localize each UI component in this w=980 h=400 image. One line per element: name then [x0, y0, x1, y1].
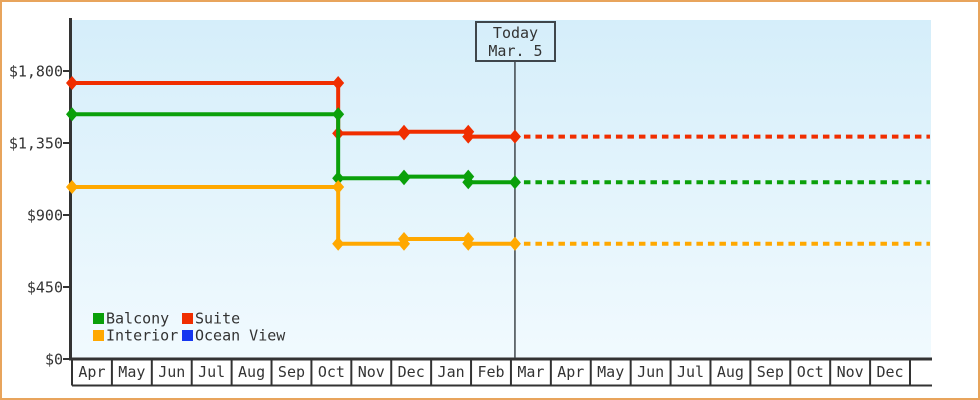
month-label: May [597, 363, 624, 381]
month-label: Apr [557, 363, 584, 381]
y-tick-label: $1,350 [9, 134, 63, 152]
y-tick-label: $450 [27, 278, 63, 296]
series-marker-suite [398, 124, 411, 139]
month-label: Mar [517, 363, 544, 381]
series-marker-balcony [66, 107, 78, 122]
y-tick-label: $900 [27, 206, 63, 224]
month-label: Nov [358, 363, 385, 381]
series-marker-suite [66, 76, 78, 90]
plot-area [72, 20, 931, 359]
month-label: Dec [398, 363, 425, 381]
legend-label-suite: Suite [195, 310, 240, 328]
y-tick-label: $0 [45, 350, 63, 368]
today-date-label: Mar. 5 [488, 42, 543, 60]
legend-swatch-interior [93, 330, 104, 341]
series-marker-interior [66, 180, 78, 194]
y-tick-label: $1,800 [9, 62, 63, 80]
month-label: Aug [238, 363, 265, 381]
legend-swatch-balcony [93, 313, 104, 324]
month-label: Oct [318, 363, 345, 381]
series-marker-interior [332, 180, 345, 194]
series-marker-interior [398, 232, 411, 246]
month-label: Feb [477, 363, 504, 381]
month-label: May [118, 363, 145, 381]
series-marker-suite [508, 129, 521, 144]
month-label: Oct [797, 363, 824, 381]
series-marker-interior [332, 236, 345, 251]
month-label: Dec [877, 363, 904, 381]
legend-swatch-ocean-view [182, 330, 193, 341]
month-label: Nov [837, 363, 864, 381]
series-marker-balcony [398, 169, 411, 184]
series-marker-interior [462, 236, 475, 251]
month-label: Jul [198, 363, 225, 381]
legend-label-ocean-view: Ocean View [195, 327, 286, 345]
month-label: Aug [717, 363, 744, 381]
series-marker-suite [332, 76, 345, 90]
month-label: Jan [438, 363, 465, 381]
month-label: Jul [677, 363, 704, 381]
month-label: Sep [757, 363, 784, 381]
series-marker-balcony [332, 171, 345, 186]
series-marker-balcony [462, 175, 475, 190]
series-marker-balcony [332, 107, 345, 122]
series-marker-suite [462, 129, 475, 144]
today-label: Today [492, 24, 539, 42]
month-label: Jun [637, 363, 664, 381]
month-label: Sep [278, 363, 305, 381]
legend-label-interior: Interior [106, 327, 178, 345]
month-label: Jun [158, 363, 185, 381]
today-annotation-box: Today Mar. 5 [475, 21, 556, 62]
series-marker-interior [508, 236, 521, 251]
legend-swatch-suite [182, 313, 193, 324]
month-label: Apr [78, 363, 105, 381]
legend-label-balcony: Balcony [106, 310, 169, 328]
series-marker-balcony [508, 175, 521, 190]
